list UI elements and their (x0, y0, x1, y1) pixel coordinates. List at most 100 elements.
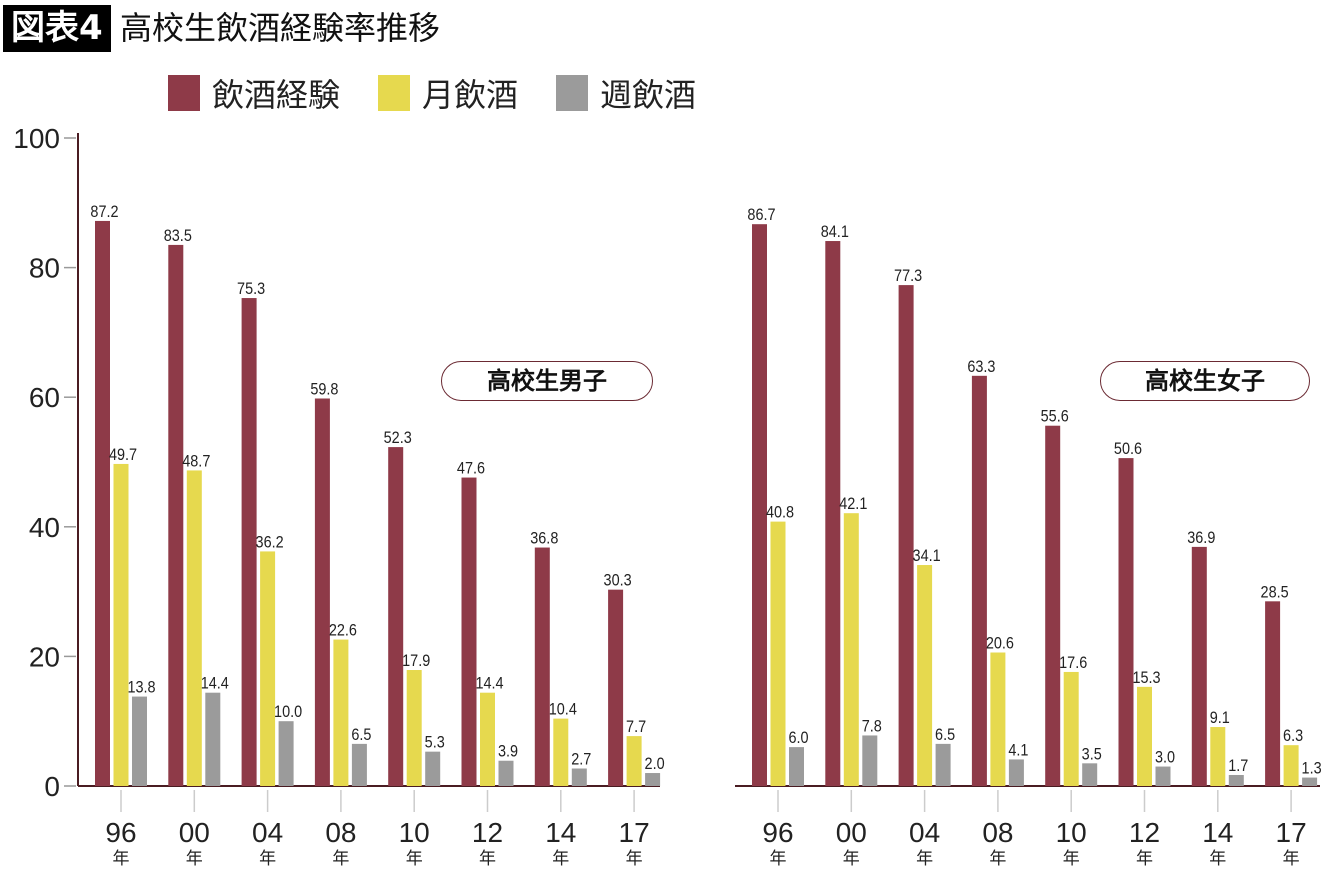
data-label: 22.6 (329, 622, 357, 640)
bar (388, 447, 404, 786)
data-label: 6.0 (788, 729, 808, 747)
y-tick-label: 100 (13, 123, 60, 154)
bar (917, 565, 933, 786)
x-tick-unit: 年 (113, 849, 130, 869)
data-label: 63.3 (967, 358, 995, 376)
data-label: 15.3 (1132, 669, 1160, 687)
bar (645, 773, 661, 786)
data-label: 49.7 (109, 446, 137, 464)
data-label: 42.1 (839, 495, 867, 513)
x-tick-label: 96 (762, 817, 793, 848)
figure-number-badge: 図表4 (3, 5, 111, 52)
y-tick-label: 0 (44, 771, 60, 802)
bar (278, 721, 294, 786)
legend-item: 飲酒経験 (168, 70, 340, 116)
data-label: 87.2 (90, 203, 118, 221)
bar (351, 743, 367, 786)
x-tick-label: 10 (399, 817, 430, 848)
x-tick-unit: 年 (1063, 849, 1080, 869)
data-label: 36.9 (1187, 529, 1215, 547)
x-tick-unit: 年 (186, 849, 203, 869)
bar (314, 398, 330, 786)
data-label: 55.6 (1041, 408, 1069, 426)
bar (498, 760, 514, 786)
x-tick-label: 96 (105, 817, 136, 848)
x-tick-unit: 年 (1283, 849, 1300, 869)
bar (534, 547, 550, 786)
bar (461, 477, 477, 786)
panel-label-female: 高校生女子 (1100, 361, 1310, 401)
data-label: 14.4 (201, 675, 229, 693)
bar (752, 224, 767, 786)
bar (186, 470, 202, 786)
x-tick-label: 08 (982, 817, 1013, 848)
data-label: 84.1 (821, 223, 849, 241)
y-tick-label: 80 (29, 253, 60, 284)
legend-label: 月飲酒 (422, 76, 519, 114)
x-tick-unit: 年 (626, 849, 643, 869)
panel-label-male: 高校生男子 (441, 361, 653, 401)
x-tick-unit: 年 (1136, 849, 1153, 869)
x-tick-label: 14 (545, 817, 576, 848)
chart-title: 高校生飲酒経験率推移 (120, 9, 441, 47)
data-label: 4.1 (1008, 741, 1028, 759)
data-label: 77.3 (894, 267, 922, 285)
data-label: 30.3 (604, 572, 632, 590)
x-tick-unit: 年 (479, 849, 496, 869)
bar (1118, 458, 1134, 786)
x-tick-unit: 年 (259, 849, 276, 869)
data-label: 20.6 (986, 635, 1014, 653)
bar (843, 513, 859, 786)
data-label: 83.5 (164, 227, 192, 245)
data-label: 14.4 (475, 675, 503, 693)
bar (1045, 425, 1061, 786)
x-tick-label: 04 (252, 817, 283, 848)
bar (1008, 759, 1024, 786)
bar (789, 747, 804, 786)
bar (971, 375, 987, 786)
data-label: 5.3 (425, 734, 445, 752)
data-label: 2.0 (645, 755, 665, 773)
bar (553, 718, 569, 786)
bar (1155, 766, 1171, 786)
bar (205, 692, 221, 786)
data-label: 75.3 (237, 280, 265, 298)
data-label: 3.0 (1155, 749, 1175, 767)
data-label: 86.7 (747, 206, 775, 224)
y-tick-label: 40 (29, 512, 60, 543)
x-tick-label: 04 (909, 817, 940, 848)
bar (1265, 601, 1281, 786)
bar (1137, 686, 1152, 786)
legend-swatch-icon (378, 75, 411, 111)
bar (480, 692, 495, 786)
bar (95, 220, 110, 787)
x-tick-label: 08 (325, 817, 356, 848)
data-label: 6.5 (351, 726, 371, 744)
x-tick-label: 17 (1276, 817, 1307, 848)
bar (898, 285, 914, 786)
bar (862, 735, 878, 786)
data-label: 47.6 (457, 460, 485, 478)
data-label: 50.6 (1114, 440, 1142, 458)
bar (1228, 774, 1244, 786)
bar (1191, 546, 1207, 786)
bar (113, 463, 129, 786)
legend-item: 週飲酒 (556, 70, 696, 116)
bar (1082, 763, 1098, 786)
y-tick-label: 60 (29, 382, 60, 413)
data-label: 7.7 (626, 718, 646, 736)
data-label: 9.1 (1210, 709, 1230, 727)
x-tick-label: 17 (619, 817, 650, 848)
x-tick-label: 00 (179, 817, 210, 848)
legend-label: 週飲酒 (600, 76, 697, 114)
legend-label: 飲酒経験 (212, 76, 341, 114)
data-label: 6.5 (935, 726, 955, 744)
bar (1210, 727, 1226, 786)
x-tick-unit: 年 (989, 849, 1006, 869)
x-tick-unit: 年 (406, 849, 423, 869)
bar (770, 521, 786, 786)
x-tick-unit: 年 (843, 849, 860, 869)
bar (825, 241, 841, 787)
data-label: 7.8 (862, 717, 882, 735)
